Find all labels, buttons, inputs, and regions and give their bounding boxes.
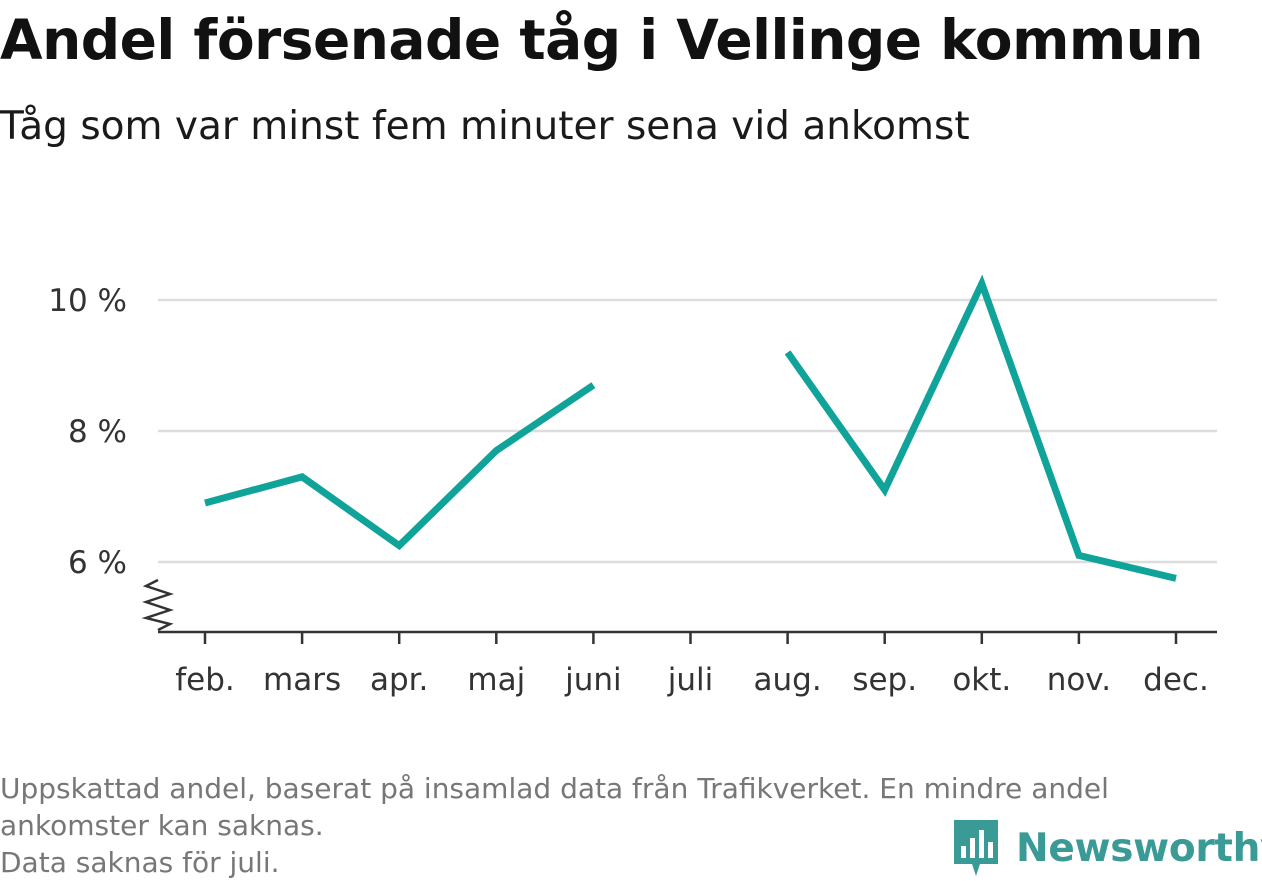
x-tick-label: nov. — [1047, 662, 1111, 698]
series-lines — [204, 274, 1177, 582]
brand-logo: Newsworthy — [950, 818, 1262, 878]
footnote-line-1: Uppskattad andel, baserat på insamlad da… — [0, 772, 1109, 805]
x-tick-label: juli — [667, 662, 714, 698]
y-tick-label: 10 % — [48, 283, 127, 319]
series-line-segment — [784, 274, 1177, 582]
x-tick-label: feb. — [175, 662, 235, 698]
x-axis-ticks: feb. mars apr. maj juni juli aug. sep. okt. nov. d… — [175, 632, 1209, 698]
newsworthy-logo-icon — [954, 820, 998, 876]
x-tick-label: maj — [467, 662, 525, 698]
chart-title: Andel försenade tåg i Vellinge kommun — [0, 8, 1204, 72]
x-tick-label: juni — [564, 662, 622, 698]
x-tick-label: apr. — [370, 662, 428, 698]
x-axis — [141, 578, 1217, 634]
y-axis-ticks: 6 % 8 % 10 % — [48, 283, 127, 581]
series-line-segment — [204, 382, 596, 551]
y-tick-label: 6 % — [68, 545, 127, 581]
x-tick-label: dec. — [1143, 662, 1209, 698]
line-chart: 6 % 8 % 10 % feb. mars apr. maj juni juli aug. se… — [48, 274, 1217, 698]
brand-name: Newsworthy — [1016, 825, 1262, 871]
footnote-line-2: ankomster kan saknas. — [0, 809, 324, 842]
x-tick-label: okt. — [952, 662, 1011, 698]
chart-subtitle: Tåg som var minst fem minuter sena vid a… — [0, 104, 970, 149]
x-tick-label: mars — [263, 662, 341, 698]
x-tick-label: aug. — [754, 662, 822, 698]
footnote-line-3: Data saknas för juli. — [0, 846, 280, 879]
x-tick-label: sep. — [852, 662, 917, 698]
gridlines — [158, 298, 1217, 564]
axis-break-icon — [141, 578, 174, 632]
y-tick-label: 8 % — [68, 414, 127, 450]
footnote: Uppskattad andel, baserat på insamlad da… — [0, 770, 1250, 881]
